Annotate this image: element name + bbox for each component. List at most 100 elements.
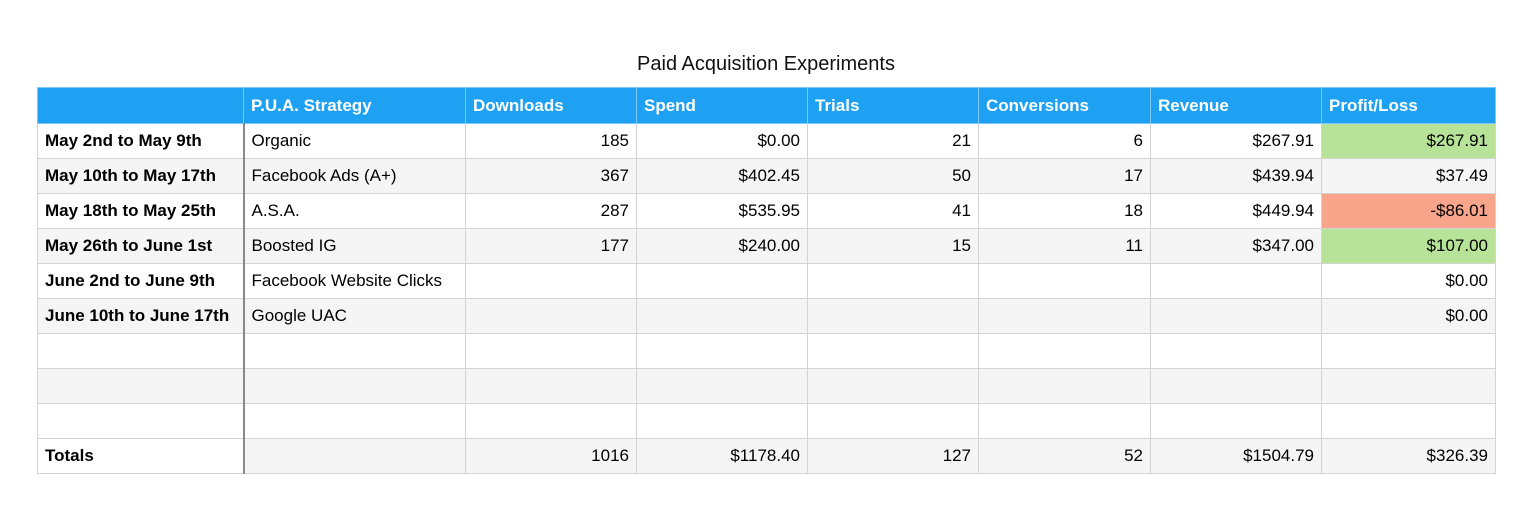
period-cell[interactable] [37, 368, 245, 404]
revenue-cell[interactable]: $439.94 [1150, 158, 1322, 194]
profit-loss-cell[interactable]: $0.00 [1321, 263, 1496, 299]
downloads-cell[interactable] [465, 263, 637, 299]
profit-loss-cell[interactable] [1321, 368, 1496, 404]
period-cell[interactable]: May 10th to May 17th [37, 158, 245, 194]
header-cell-downloads[interactable]: Downloads [465, 87, 637, 124]
table-row: May 2nd to May 9th Organic 185 $0.00 21 6 $267… [37, 123, 1496, 159]
spend-cell[interactable] [636, 368, 808, 404]
conversions-cell[interactable]: 18 [978, 193, 1151, 229]
totals-revenue-cell[interactable]: $1504.79 [1150, 438, 1322, 474]
spend-cell[interactable] [636, 298, 808, 334]
header-cell-conversions[interactable]: Conversions [978, 87, 1151, 124]
header-cell-spend[interactable]: Spend [636, 87, 808, 124]
revenue-cell[interactable] [1150, 403, 1322, 439]
header-cell-period[interactable] [37, 87, 244, 124]
profit-loss-cell[interactable]: $0.00 [1321, 298, 1496, 334]
header-cell-revenue[interactable]: Revenue [1150, 87, 1322, 124]
table-row: June 10th to June 17th Google UAC $0.00 [37, 298, 1496, 334]
conversions-cell[interactable]: 6 [978, 123, 1151, 159]
totals-row: Totals 1016 $1178.40 127 52 $1504.79 $32… [37, 438, 1496, 474]
totals-label-cell[interactable]: Totals [37, 438, 245, 474]
profit-loss-cell[interactable]: $107.00 [1321, 228, 1496, 264]
table-row [37, 368, 1496, 404]
spend-cell[interactable]: $402.45 [636, 158, 808, 194]
conversions-cell[interactable]: 11 [978, 228, 1151, 264]
trials-cell[interactable]: 15 [807, 228, 979, 264]
strategy-cell[interactable]: Google UAC [243, 298, 466, 334]
strategy-cell[interactable] [243, 403, 466, 439]
conversions-cell[interactable]: 17 [978, 158, 1151, 194]
conversions-cell[interactable] [978, 333, 1151, 369]
spend-cell[interactable]: $240.00 [636, 228, 808, 264]
conversions-cell[interactable] [978, 263, 1151, 299]
spend-cell[interactable] [636, 403, 808, 439]
downloads-cell[interactable] [465, 333, 637, 369]
revenue-cell[interactable] [1150, 333, 1322, 369]
table-row: May 26th to June 1st Boosted IG 177 $240.00… [37, 228, 1496, 264]
revenue-cell[interactable] [1150, 298, 1322, 334]
conversions-cell[interactable] [978, 368, 1151, 404]
spend-cell[interactable] [636, 263, 808, 299]
strategy-cell[interactable]: Facebook Ads (A+) [243, 158, 466, 194]
downloads-cell[interactable] [465, 403, 637, 439]
profit-loss-cell[interactable]: $267.91 [1321, 123, 1496, 159]
table-row [37, 403, 1496, 439]
trials-cell[interactable]: 21 [807, 123, 979, 159]
period-cell[interactable]: June 10th to June 17th [37, 298, 245, 334]
trials-cell[interactable] [807, 333, 979, 369]
period-cell[interactable] [37, 403, 245, 439]
downloads-cell[interactable] [465, 368, 637, 404]
header-cell-trials[interactable]: Trials [807, 87, 979, 124]
revenue-cell[interactable]: $267.91 [1150, 123, 1322, 159]
acquisition-table: P.U.A. Strategy Downloads Spend Trials C… [37, 87, 1496, 474]
strategy-cell[interactable] [243, 368, 466, 404]
trials-cell[interactable]: 41 [807, 193, 979, 229]
header-cell-strategy[interactable]: P.U.A. Strategy [243, 87, 466, 124]
revenue-cell[interactable] [1150, 368, 1322, 404]
spend-cell[interactable]: $535.95 [636, 193, 808, 229]
totals-downloads-cell[interactable]: 1016 [465, 438, 637, 474]
spend-cell[interactable]: $0.00 [636, 123, 808, 159]
profit-loss-cell[interactable] [1321, 403, 1496, 439]
period-cell[interactable]: May 2nd to May 9th [37, 123, 245, 159]
profit-loss-cell[interactable]: -$86.01 [1321, 193, 1496, 229]
table-row: June 2nd to June 9th Facebook Website Cli… [37, 263, 1496, 299]
totals-spend-cell[interactable]: $1178.40 [636, 438, 808, 474]
revenue-cell[interactable]: $347.00 [1150, 228, 1322, 264]
period-cell[interactable]: June 2nd to June 9th [37, 263, 245, 299]
conversions-cell[interactable] [978, 298, 1151, 334]
downloads-cell[interactable]: 185 [465, 123, 637, 159]
strategy-cell[interactable]: Boosted IG [243, 228, 466, 264]
period-cell[interactable] [37, 333, 245, 369]
strategy-cell[interactable]: Organic [243, 123, 466, 159]
spend-cell[interactable] [636, 333, 808, 369]
profit-loss-cell[interactable]: $37.49 [1321, 158, 1496, 194]
period-cell[interactable]: May 18th to May 25th [37, 193, 245, 229]
trials-cell[interactable] [807, 298, 979, 334]
table-title: Paid Acquisition Experiments [637, 53, 895, 75]
conversions-cell[interactable] [978, 403, 1151, 439]
period-cell[interactable]: May 26th to June 1st [37, 228, 245, 264]
revenue-cell[interactable] [1150, 263, 1322, 299]
trials-cell[interactable] [807, 403, 979, 439]
table-row: May 10th to May 17th Facebook Ads (A+) 367… [37, 158, 1496, 194]
downloads-cell[interactable]: 367 [465, 158, 637, 194]
trials-cell[interactable]: 50 [807, 158, 979, 194]
downloads-cell[interactable]: 287 [465, 193, 637, 229]
header-cell-profit-loss[interactable]: Profit/Loss [1321, 87, 1496, 124]
revenue-cell[interactable]: $449.94 [1150, 193, 1322, 229]
totals-trials-cell[interactable]: 127 [807, 438, 979, 474]
table-row: May 18th to May 25th A.S.A. 287 $535.95 41 18… [37, 193, 1496, 229]
table-row [37, 333, 1496, 369]
profit-loss-cell[interactable] [1321, 333, 1496, 369]
downloads-cell[interactable]: 177 [465, 228, 637, 264]
downloads-cell[interactable] [465, 298, 637, 334]
totals-strategy-cell[interactable] [243, 438, 466, 474]
strategy-cell[interactable]: Facebook Website Clicks [243, 263, 466, 299]
trials-cell[interactable] [807, 263, 979, 299]
totals-conversions-cell[interactable]: 52 [978, 438, 1151, 474]
trials-cell[interactable] [807, 368, 979, 404]
strategy-cell[interactable]: A.S.A. [243, 193, 466, 229]
strategy-cell[interactable] [243, 333, 466, 369]
totals-profit-loss-cell[interactable]: $326.39 [1321, 438, 1496, 474]
